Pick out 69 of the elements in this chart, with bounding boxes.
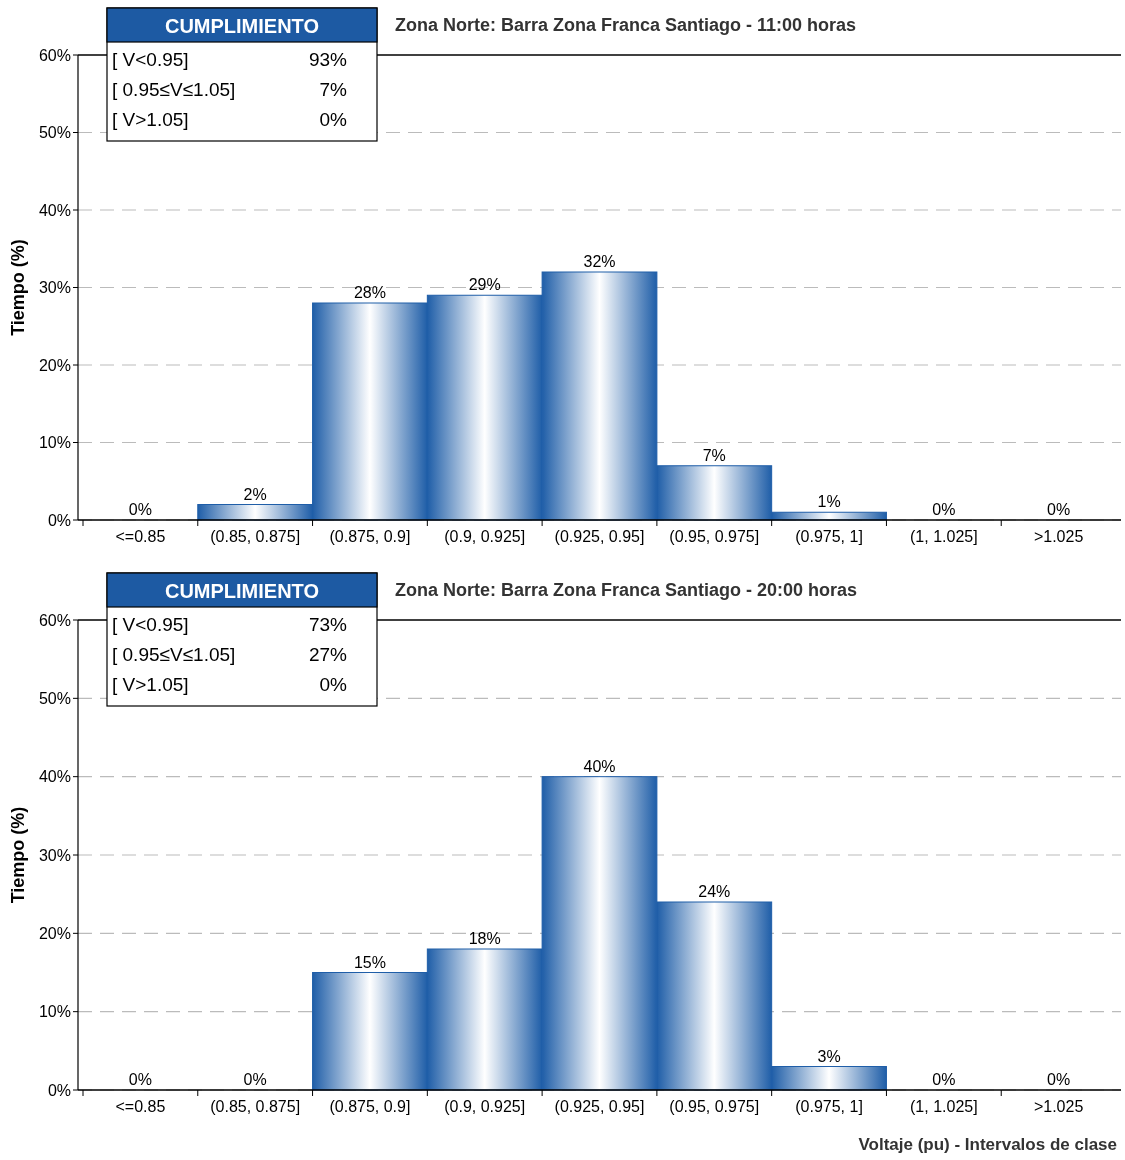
data-label: 0% — [932, 501, 956, 518]
data-label: 0% — [243, 1071, 267, 1088]
y-tick-label: 40% — [38, 201, 71, 219]
x-tick-label: (0.875, 0.9] — [329, 1098, 411, 1115]
annotation: 7% — [319, 79, 348, 100]
y-tick-label: 20% — [38, 356, 71, 374]
x-tick-label: (1, 1.025] — [910, 528, 978, 545]
y-axis-title: Tiempo (%) — [8, 806, 28, 904]
annotation: [ 0.95≤V≤1.05] — [112, 79, 236, 100]
data-label: 3% — [817, 1047, 841, 1065]
x-tick-label: (1, 1.025] — [910, 1098, 978, 1115]
x-tick-label: (0.925, 0.95] — [554, 1098, 645, 1115]
data-label: 0% — [1047, 501, 1071, 518]
y-tick-label: 60% — [38, 46, 71, 64]
x-tick-label: (0.975, 1] — [795, 1098, 863, 1115]
x-tick-label: <=0.85 — [115, 528, 166, 545]
annotation: 93% — [308, 49, 348, 70]
x-axis-title: Voltaje (pu) - Intervalos de clase — [858, 1135, 1117, 1154]
data-label: 32% — [583, 253, 616, 270]
data-label: 18% — [468, 930, 501, 947]
y-tick-label: 0% — [47, 511, 71, 529]
y-tick-label: 40% — [38, 768, 71, 786]
data-label: 29% — [468, 276, 501, 294]
y-tick-label: 30% — [38, 279, 71, 297]
x-tick-label: (0.975, 1] — [795, 528, 863, 545]
x-tick-label: >1.025 — [1033, 528, 1084, 545]
data-label: 0% — [1047, 1071, 1071, 1088]
annotation: 73% — [308, 614, 348, 635]
x-tick-label: <=0.85 — [115, 1098, 166, 1115]
text: CUMPLIMIENTO — [164, 15, 320, 37]
y-axis-title: Tiempo (%) — [8, 239, 28, 336]
data-label: 28% — [353, 284, 386, 301]
text: CUMPLIMIENTO — [164, 580, 320, 602]
annotation: [ V>1.05] — [112, 674, 189, 695]
data-label: 0% — [128, 1071, 152, 1088]
annotation: [ V<0.95] — [112, 49, 189, 70]
annotation: 0% — [319, 109, 348, 130]
data-label: 40% — [583, 757, 616, 775]
annotation: [ 0.95≤V≤1.05] — [112, 644, 236, 665]
y-tick-label: 50% — [38, 124, 71, 142]
y-tick-label: 10% — [38, 434, 71, 452]
x-tick-label: (0.95, 0.975] — [669, 528, 760, 545]
x-tick-label: (0.925, 0.95] — [554, 528, 645, 545]
annotation: [ V>1.05] — [112, 109, 189, 130]
annotation: 27% — [308, 644, 348, 665]
data-label: 7% — [702, 446, 726, 464]
chart-title: Zona Norte: Barra Zona Franca Santiago - 20:00 horas — [395, 580, 858, 600]
data-label: 2% — [243, 485, 267, 503]
data-label: 0% — [128, 501, 152, 518]
data-label: 0% — [932, 1071, 956, 1088]
x-tick-label: (0.95, 0.975] — [669, 1098, 760, 1115]
chart-title: Zona Norte: Barra Zona Franca Santiago - 11:00 horas — [395, 15, 857, 35]
data-label: 24% — [698, 883, 731, 900]
y-tick-label: 20% — [38, 924, 71, 942]
y-tick-label: 0% — [47, 1081, 71, 1099]
x-tick-label: (0.85, 0.875] — [210, 1098, 301, 1115]
x-tick-label: (0.875, 0.9] — [329, 528, 411, 545]
annotation: [ V<0.95] — [112, 614, 189, 635]
y-tick-label: 30% — [38, 846, 71, 864]
x-tick-label: (0.9, 0.925] — [444, 528, 526, 545]
x-tick-label: (0.9, 0.925] — [444, 1098, 526, 1115]
data-label: 15% — [353, 953, 386, 971]
y-tick-label: 10% — [38, 1003, 71, 1021]
data-label: 1% — [817, 493, 841, 511]
annotation: 0% — [319, 674, 348, 695]
x-tick-label: >1.025 — [1033, 1098, 1084, 1115]
x-tick-label: (0.85, 0.875] — [210, 528, 301, 545]
y-tick-label: 50% — [38, 689, 71, 707]
y-tick-label: 60% — [38, 611, 71, 629]
